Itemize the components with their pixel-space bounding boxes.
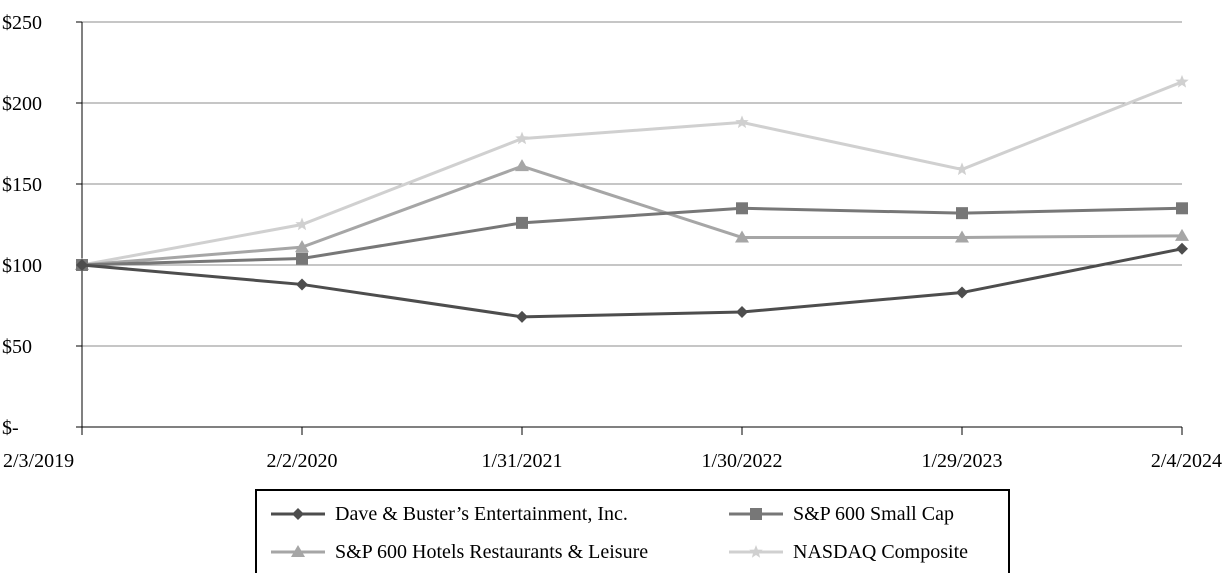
series-star — [75, 74, 1189, 271]
series-diamond — [76, 242, 1188, 323]
series-line — [81, 247, 1183, 319]
data-point — [515, 159, 529, 172]
data-point — [295, 240, 309, 253]
data-point — [296, 252, 308, 265]
x-tick-label: 1/31/2021 — [481, 450, 562, 472]
series-line — [81, 206, 1183, 267]
data-point — [955, 162, 969, 176]
data-point — [1176, 242, 1188, 255]
y-tick-label: $200 — [2, 93, 42, 115]
gridlines — [82, 21, 1182, 347]
legend-marker-diamond-icon — [271, 508, 325, 520]
data-point — [292, 508, 304, 520]
data-point — [735, 230, 749, 243]
data-point — [956, 207, 968, 220]
data-point — [516, 310, 528, 323]
legend-item-sp600-small-cap: S&P 600 Small Cap — [727, 499, 954, 529]
data-point — [76, 259, 88, 271]
legend-item-sp600-hotels: S&P 600 Hotels Restaurants & Leisure — [269, 537, 648, 567]
data-point — [749, 545, 763, 558]
legend: Dave & Buster’s Entertainment, Inc. S&P … — [255, 489, 1010, 573]
y-tick-label: $150 — [2, 174, 42, 196]
legend-marker-star-icon — [729, 545, 783, 558]
y-tick-labels: $- $50 $100 $150 $200 $250 — [2, 12, 42, 439]
data-point — [1176, 202, 1188, 215]
data-point — [295, 217, 309, 231]
y-tick-label: $100 — [2, 255, 42, 277]
legend-label: NASDAQ Composite — [793, 540, 969, 563]
series-line — [81, 80, 1183, 267]
data-point — [956, 286, 968, 299]
y-tick-label: $- — [2, 417, 19, 439]
data-point — [955, 230, 969, 243]
line-chart: $- $50 $100 $150 $200 $250 2/3/2019 2/2/2020 1/… — [2, 12, 1222, 472]
data-point — [736, 202, 748, 215]
x-tick-labels: 2/3/2019 2/2/2020 1/31/2021 1/30/2022 1/29/2… — [3, 450, 1222, 472]
y-tick-label: $250 — [2, 12, 42, 34]
legend-label: Dave & Buster’s Entertainment, Inc. — [335, 502, 628, 525]
data-point — [735, 115, 749, 129]
x-tick-label: 1/29/2023 — [921, 450, 1002, 472]
x-tick-label: 1/30/2022 — [701, 450, 782, 472]
data-point — [515, 131, 529, 145]
legend-item-dave-busters: Dave & Buster’s Entertainment, Inc. — [269, 499, 628, 529]
data-point — [750, 508, 762, 520]
x-tick-label: 2/4/2024 — [1151, 450, 1222, 472]
y-tick-label: $50 — [2, 336, 32, 358]
axes — [76, 21, 1183, 435]
legend-label: S&P 600 Hotels Restaurants & Leisure — [335, 540, 649, 563]
data-point — [296, 278, 308, 291]
legend-item-nasdaq: NASDAQ Composite — [727, 537, 968, 567]
series-lines — [75, 74, 1189, 323]
data-point — [736, 305, 748, 318]
data-point — [1175, 74, 1189, 88]
x-tick-label: 2/3/2019 — [3, 450, 74, 472]
data-point — [516, 216, 528, 229]
x-tick-label: 2/2/2020 — [266, 450, 337, 472]
data-point — [291, 545, 305, 557]
legend-marker-square-icon — [729, 508, 783, 520]
legend-label: S&P 600 Small Cap — [793, 502, 954, 525]
series-line — [81, 164, 1183, 267]
data-point — [1175, 228, 1189, 241]
legend-marker-triangle-icon — [271, 545, 325, 557]
